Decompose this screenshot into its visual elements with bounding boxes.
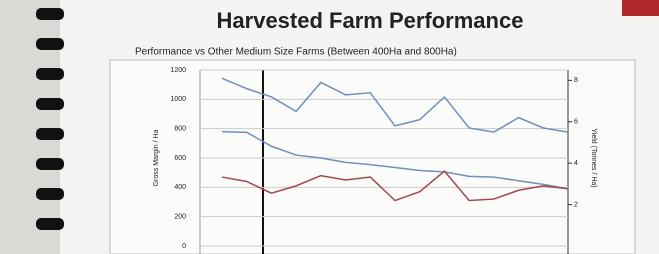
y-tick-label: 0 [182, 243, 186, 250]
y2-axis-label: Yield (Tonnes / Ha) [590, 128, 597, 187]
logo [622, 0, 659, 16]
page: {"chart_data": {"type": "line", "title":… [0, 0, 659, 254]
y-tick-label: 800 [174, 126, 186, 133]
chart-subtitle: Performance vs Other Medium Size Farms (… [135, 47, 457, 58]
plot-frame [110, 60, 635, 254]
y-tick-label: 1000 [170, 96, 186, 103]
y2-tick-label: 8 [574, 77, 578, 84]
chart-title: Harvested Farm Performance [217, 8, 524, 33]
y-tick-label: 200 [174, 214, 186, 221]
y-axis-label: Gross Margin / Ha [153, 129, 160, 186]
y2-tick-label: 4 [574, 160, 578, 167]
y-tick-label: 1200 [170, 67, 186, 74]
chart: Harvested Farm Performance Performance v… [0, 0, 659, 254]
y2-tick-label: 6 [574, 119, 578, 126]
binding [36, 8, 64, 230]
y-tick-label: 600 [174, 155, 186, 162]
y-tick-label: 400 [174, 184, 186, 191]
y2-tick-label: 2 [574, 201, 578, 208]
